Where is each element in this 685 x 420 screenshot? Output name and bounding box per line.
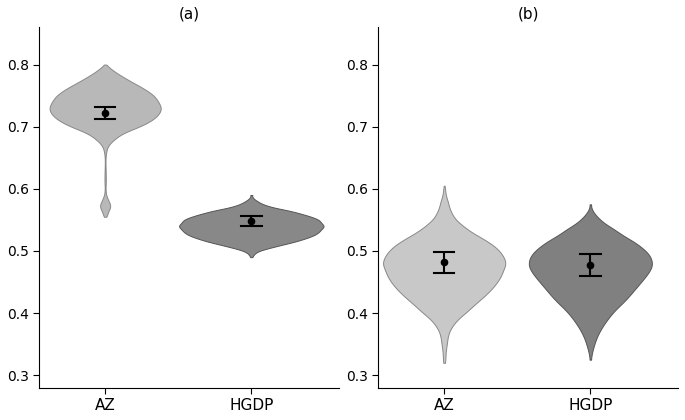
Title: (b): (b) <box>517 7 539 22</box>
Title: (a): (a) <box>179 7 200 22</box>
